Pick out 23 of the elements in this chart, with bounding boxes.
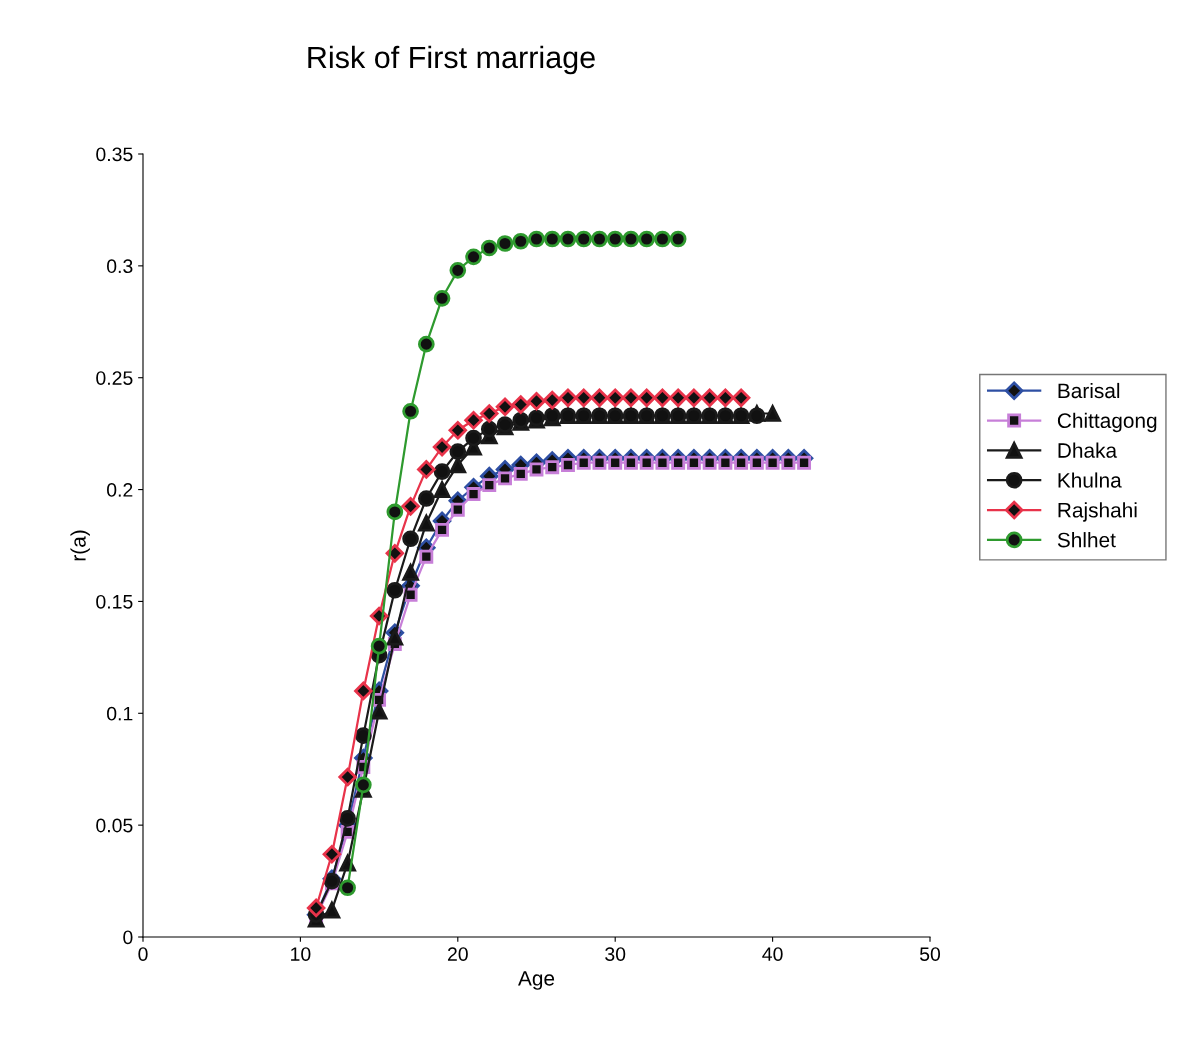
- legend-label: Shlhet: [1057, 532, 1116, 548]
- legend-label: Rajshahi: [1058, 502, 1137, 522]
- legend-label: Barisal: [1058, 382, 1120, 399]
- x-tick-label: 40: [762, 947, 783, 961]
- x-tick-label: 10: [291, 947, 311, 961]
- x-tick-label: 30: [605, 947, 626, 961]
- y-axis-title: r(a): [70, 530, 90, 561]
- y-tick-label: 0.1: [107, 706, 133, 721]
- x-tick-label: 50: [919, 947, 941, 961]
- y-tick-label: 0.25: [96, 371, 133, 385]
- y-tick-label: 0.05: [96, 818, 133, 833]
- y-tick-label: 0.35: [96, 147, 133, 162]
- y-tick-label: 0.15: [96, 594, 133, 609]
- chart-title: Risk of First marriage: [308, 45, 595, 75]
- y-tick-label: 0: [123, 930, 133, 945]
- legend-label: Chittagong: [1057, 412, 1157, 433]
- x-tick-label: 0: [138, 947, 148, 961]
- y-tick-label: 0.2: [107, 483, 133, 497]
- x-tick-label: 20: [447, 947, 468, 961]
- x-axis-title: Age: [518, 971, 555, 990]
- legend-label: Khulna: [1058, 472, 1122, 488]
- y-tick-label: 0.3: [107, 259, 133, 274]
- legend-label: Dhaka: [1058, 442, 1118, 458]
